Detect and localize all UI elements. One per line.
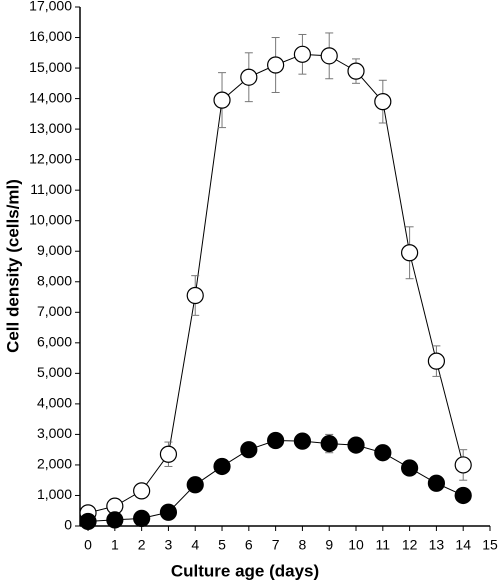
data-point	[320, 47, 338, 65]
x-tick-label: 4	[191, 537, 199, 553]
x-tick-label: 10	[348, 537, 364, 553]
data-point	[293, 45, 312, 63]
x-tick-label: 14	[455, 537, 471, 553]
x-tick-label: 11	[376, 537, 391, 553]
y-tick-label: 15,000	[29, 59, 72, 75]
data-point	[133, 509, 151, 527]
data-point	[79, 512, 97, 531]
y-tick-label: 13,000	[29, 120, 72, 136]
data-point	[347, 436, 365, 454]
data-point	[454, 486, 472, 505]
y-tick-label: 2,000	[37, 456, 72, 472]
data-point	[213, 457, 231, 476]
x-tick-label: 8	[299, 537, 307, 553]
y-axis-title: Cell density (cells/ml)	[3, 179, 22, 353]
data-point	[106, 511, 124, 529]
y-tick-label: 8,000	[37, 272, 72, 288]
x-tick-label: 3	[165, 537, 173, 553]
y-tick-label: 11,000	[30, 181, 72, 197]
y-tick-label: 1,000	[37, 486, 72, 502]
x-tick-label: 6	[245, 537, 253, 553]
data-point	[267, 56, 285, 74]
x-axis-title: Culture age (days)	[171, 561, 319, 580]
data-point	[133, 482, 151, 500]
data-point	[159, 445, 178, 463]
data-point	[320, 434, 338, 453]
data-point	[293, 432, 312, 450]
data-point	[454, 456, 472, 474]
y-tick-label: 4,000	[37, 395, 72, 411]
x-tick-label: 15	[482, 537, 498, 553]
data-point	[374, 93, 392, 111]
y-tick-label: 5,000	[37, 364, 72, 380]
x-tick-label: 5	[218, 537, 226, 553]
data-point	[186, 286, 204, 305]
x-tick-label: 12	[402, 537, 418, 553]
data-point	[159, 503, 178, 521]
x-tick-label: 1	[111, 537, 119, 553]
x-tick-label: 2	[138, 537, 146, 553]
x-tick-label: 0	[84, 537, 92, 553]
series-line	[88, 440, 464, 522]
data-point	[267, 431, 285, 450]
y-tick-label: 17,000	[29, 0, 72, 14]
data-point	[347, 62, 365, 80]
x-tick-label: 13	[429, 537, 445, 553]
data-point	[401, 244, 419, 262]
data-point	[374, 444, 392, 462]
y-tick-label: 7,000	[37, 303, 72, 319]
data-point	[186, 476, 204, 494]
data-point	[240, 441, 258, 459]
y-tick-label: 16,000	[29, 28, 72, 44]
x-tick-label: 7	[272, 537, 280, 553]
y-tick-label: 9,000	[37, 242, 72, 258]
y-tick-label: 0	[64, 517, 72, 533]
y-tick-label: 3,000	[37, 425, 72, 441]
data-point	[427, 474, 446, 492]
data-point	[427, 352, 446, 370]
y-tick-label: 10,000	[29, 211, 72, 227]
data-point	[401, 459, 419, 477]
y-tick-label: 14,000	[29, 89, 72, 105]
x-tick-label: 9	[325, 537, 333, 553]
data-point	[240, 68, 258, 86]
y-tick-label: 12,000	[29, 150, 72, 166]
data-point	[213, 91, 231, 109]
y-tick-label: 6,000	[37, 334, 72, 350]
